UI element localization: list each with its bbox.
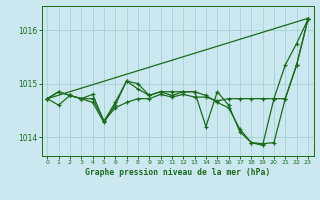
X-axis label: Graphe pression niveau de la mer (hPa): Graphe pression niveau de la mer (hPa) [85, 168, 270, 177]
